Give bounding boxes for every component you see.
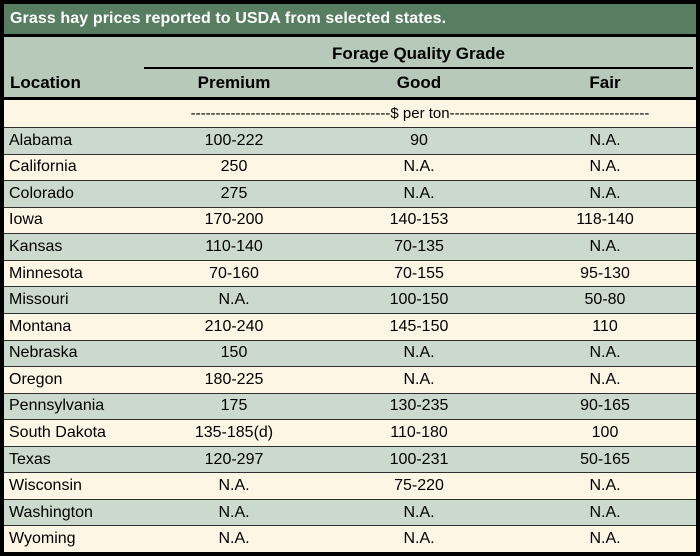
- row-premium: N.A.: [218, 291, 250, 309]
- column-header-premium: Premium: [197, 73, 271, 92]
- row-fair: N.A.: [589, 370, 621, 388]
- location-spacer: [4, 100, 144, 127]
- row-good: 100-231: [389, 450, 449, 468]
- row-premium: 150: [220, 344, 248, 362]
- table-row: Oregon 180-225 N.A. N.A.: [4, 366, 696, 393]
- row-location: Iowa: [9, 211, 43, 229]
- row-premium: 275: [220, 184, 248, 202]
- table-header: Forage Quality Grade Location Premium Go…: [4, 37, 696, 100]
- row-good: 140-153: [389, 211, 449, 229]
- table-row: Minnesota 70-160 70-155 95-130: [4, 259, 696, 287]
- row-premium: 135-185(d): [194, 423, 274, 441]
- row-good: 70-155: [394, 264, 444, 282]
- row-good: N.A.: [403, 370, 435, 388]
- table-row: Wisconsin N.A. 75-220 N.A.: [4, 472, 696, 499]
- row-fair: 110: [592, 317, 618, 335]
- row-good: 130-235: [389, 397, 449, 415]
- table-row: Texas 120-297 100-231 50-165: [4, 445, 696, 473]
- row-fair: N.A.: [589, 477, 621, 495]
- table-row: Washington N.A. N.A. N.A.: [4, 498, 696, 526]
- table-row: Nebraska 150 N.A. N.A.: [4, 339, 696, 367]
- row-fair: N.A.: [589, 184, 621, 202]
- location-spacer: [4, 37, 144, 69]
- table-row: California 250 N.A. N.A.: [4, 153, 696, 181]
- row-location: Nebraska: [9, 344, 78, 362]
- row-location: Wyoming: [9, 530, 76, 548]
- row-premium: 100-222: [204, 131, 264, 149]
- row-premium: N.A.: [218, 503, 250, 521]
- row-fair: N.A.: [589, 131, 621, 149]
- row-fair: 118-140: [576, 211, 634, 229]
- row-premium: 170-200: [204, 211, 264, 229]
- row-location: Oregon: [9, 370, 63, 388]
- row-location: Colorado: [9, 184, 74, 202]
- table-row: Alabama 100-222 90 N.A.: [4, 127, 696, 154]
- unit-row: ----------------------------------------…: [4, 100, 696, 127]
- row-location: Alabama: [9, 131, 73, 149]
- row-location: California: [9, 158, 77, 176]
- row-premium: N.A.: [218, 477, 250, 495]
- column-header-good: Good: [396, 73, 442, 92]
- row-location: Wisconsin: [9, 477, 82, 495]
- row-location: Minnesota: [9, 264, 83, 282]
- row-premium: N.A.: [218, 530, 250, 548]
- group-header-row: Forage Quality Grade: [4, 37, 696, 69]
- column-header-location: Location: [10, 73, 81, 92]
- row-fair: N.A.: [589, 344, 621, 362]
- row-good: N.A.: [403, 530, 435, 548]
- row-fair: 100: [591, 423, 619, 441]
- row-fair: N.A.: [589, 530, 621, 548]
- row-fair: 95-130: [580, 264, 630, 282]
- row-location: Kansas: [9, 238, 63, 256]
- row-premium: 110-140: [205, 238, 263, 256]
- row-location: Montana: [9, 317, 72, 335]
- row-premium: 210-240: [204, 317, 264, 335]
- unit-label: ----------------------------------------…: [190, 105, 650, 122]
- row-good: N.A.: [403, 503, 435, 521]
- table-title: Grass hay prices reported to USDA from s…: [4, 4, 696, 37]
- row-premium: 180-225: [204, 370, 264, 388]
- row-good: 100-150: [389, 291, 449, 309]
- row-good: N.A.: [403, 344, 435, 362]
- table-row: Missouri N.A. 100-150 50-80: [4, 286, 696, 313]
- row-fair: 50-165: [580, 450, 630, 468]
- table-row: Iowa 170-200 140-153 118-140: [4, 206, 696, 234]
- row-location: Texas: [9, 450, 51, 468]
- table-row: Colorado 275 N.A. N.A.: [4, 180, 696, 207]
- row-fair: N.A.: [589, 503, 621, 521]
- row-fair: 90-165: [580, 397, 630, 415]
- table-row: Kansas 110-140 70-135 N.A.: [4, 233, 696, 260]
- row-good: 110-180: [390, 423, 448, 441]
- column-headers-row: Location Premium Good Fair: [4, 69, 696, 97]
- column-header-fair: Fair: [589, 73, 621, 92]
- table-body: Alabama 100-222 90 N.A. California 250 N…: [4, 127, 696, 552]
- row-location: Pennsylvania: [9, 397, 105, 415]
- row-premium: 250: [220, 158, 248, 176]
- table-row: Wyoming N.A. N.A. N.A.: [4, 525, 696, 552]
- table-row: South Dakota 135-185(d) 110-180 100: [4, 419, 696, 446]
- row-good: 90: [410, 131, 428, 149]
- group-header-label: Forage Quality Grade: [144, 37, 693, 69]
- row-location: South Dakota: [9, 423, 106, 441]
- row-premium: 70-160: [209, 264, 259, 282]
- row-good: 145-150: [389, 317, 449, 335]
- row-premium: 120-297: [204, 450, 264, 468]
- row-fair: 50-80: [584, 291, 626, 309]
- row-fair: N.A.: [589, 238, 621, 256]
- table-row: Montana 210-240 145-150 110: [4, 312, 696, 340]
- row-good: N.A.: [403, 184, 435, 202]
- row-good: 70-135: [394, 238, 444, 256]
- row-premium: 175: [220, 397, 248, 415]
- row-location: Washington: [9, 503, 93, 521]
- table-row: Pennsylvania 175 130-235 90-165: [4, 392, 696, 420]
- row-fair: N.A.: [589, 158, 621, 176]
- row-good: N.A.: [403, 158, 435, 176]
- row-good: 75-220: [394, 477, 444, 495]
- row-location: Missouri: [9, 291, 69, 309]
